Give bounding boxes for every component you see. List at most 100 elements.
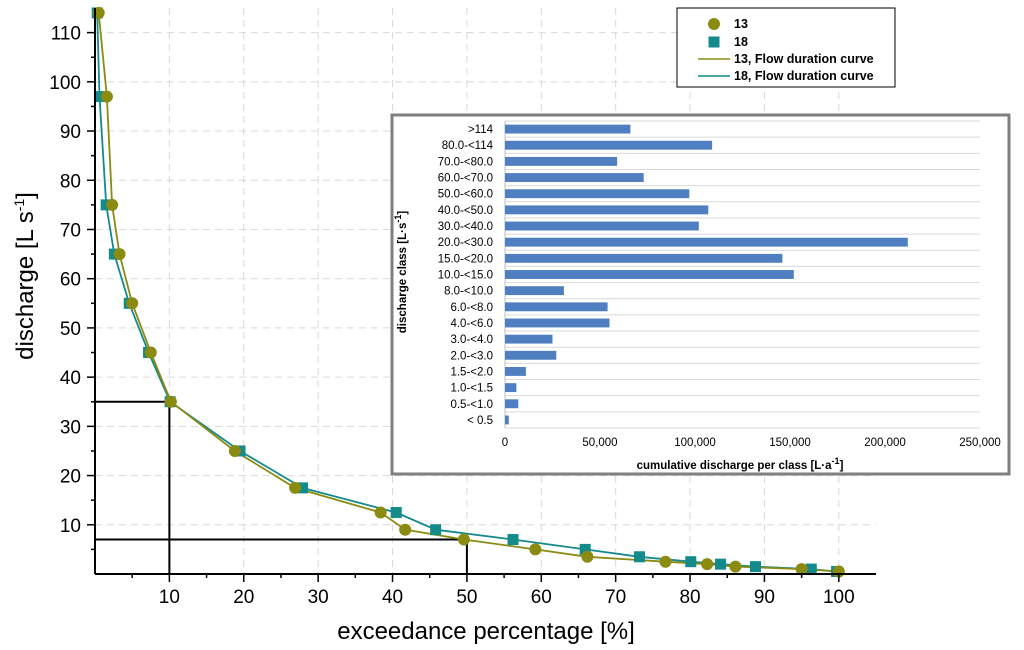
inset-category-label: 6.0-<8.0 [450,302,493,314]
y-axis-title: discharge [L s-1] [11,192,39,360]
y-tick-label: 100 [49,73,81,94]
data-point-13 [529,543,542,556]
inset-x-tick-label: 150,000 [769,437,811,449]
data-point-13 [701,558,714,571]
inset-category-label: 1.5-<2.0 [450,366,493,378]
inset-bar [505,367,526,376]
inset-x-axis-title-sup: -1 [832,456,840,466]
data-point-18 [633,551,645,563]
data-point-13 [795,563,808,576]
data-point-18 [715,558,727,570]
inset-x-tick-label: 0 [502,437,508,449]
inset-grid [504,120,980,429]
inset-category-label: 30.0-<40.0 [438,221,493,233]
data-point-18 [390,506,402,518]
legend-marker-13 [708,18,720,30]
inset-category-label: 3.0-<4.0 [450,334,493,346]
inset-x-tick-label: 250,000 [959,437,1001,449]
y-tick-label: 40 [60,368,81,389]
data-point-13 [729,560,742,573]
data-point-13 [374,506,387,519]
x-tick-label: 80 [679,587,700,608]
inset-bar [505,415,509,425]
reference-lines [95,400,468,574]
inset-bar [505,270,794,279]
data-markers [91,6,845,578]
inset-bar [505,334,553,344]
inset-bar [505,253,783,263]
inset-category-label: 40.0-<50.0 [438,205,493,217]
data-point-18 [297,482,309,494]
data-point-13 [289,481,302,494]
legend: 13 18 13, Flow duration curve 18, Flow d… [676,7,896,88]
x-tick-label: 40 [382,587,403,608]
inset-bar [505,140,713,150]
inset-category-label: 4.0-<6.0 [450,318,493,330]
inset-bars [505,124,908,425]
y-tick-label: 60 [60,270,81,291]
data-point-13 [659,555,672,568]
data-point-18 [430,524,442,536]
data-point-13 [581,550,594,563]
x-tick-label: 60 [531,587,552,608]
x-tick-label: 10 [159,587,180,608]
inset-bar [505,318,610,328]
data-point-18 [750,561,762,573]
legend-marker-18 [708,36,720,48]
inset-category-label: >114 [468,124,494,136]
inset-bar [505,399,519,409]
data-point-13 [457,533,470,546]
y-axis-title-close: ] [12,192,39,199]
y-tick-label: 20 [60,467,81,488]
y-axis-title-sup: -1 [11,199,27,212]
data-point-18 [579,543,591,555]
inset-category-label: 50.0-<60.0 [438,189,493,201]
inset-x-axis-title-close: ] [840,460,844,472]
inset-y-axis-title-sup: -1 [393,215,403,223]
y-axis-title-main: discharge [L s [12,211,39,360]
data-point-13 [399,523,412,536]
x-tick-label: 20 [233,587,254,608]
inset-y-axis-title-close: ] [397,211,409,215]
main-axes: 10 20 30 40 50 60 70 80 90 100 10 20 30 40 50 60 70 80 90 1… [49,8,876,608]
data-point-18 [805,563,817,575]
inset-category-label: 80.0-<114 [442,140,494,152]
data-point-13 [164,395,177,408]
data-point-13 [100,90,113,103]
inset-bar-chart: >114 80.0-<114 70.0-<80.0 60.0-<70.0 50.0-<6… [390,113,1011,476]
x-axis-title: exceedance percentage [%] [337,618,635,645]
y-tick-label: 90 [60,122,81,143]
inset-category-label: 8.0-<10.0 [444,286,493,298]
inset-bar [505,205,709,215]
inset-bar [505,302,608,312]
data-point-13 [144,346,157,359]
legend-label-18: 18 [734,35,748,49]
inset-x-axis-title-main: cumulative discharge per class [L·a [637,460,833,472]
x-tick-label: 50 [456,587,477,608]
y-tick-label: 70 [60,220,81,241]
y-tick-label: 110 [51,24,81,45]
inset-bar [505,383,517,393]
inset-x-tick-label: 100,000 [674,437,716,449]
legend-label-13: 13 [734,17,748,31]
inset-y-axis-title: discharge class [L·s-1] [393,211,409,334]
inset-bar [505,221,699,231]
x-tick-label: 100 [823,587,855,608]
data-point-18 [93,91,105,103]
data-point-18 [507,534,519,546]
y-tick-label: 30 [60,417,81,438]
inset-category-label: 60.0-<70.0 [438,173,493,185]
y-tick-label: 80 [60,171,81,192]
x-tick-label: 30 [308,587,329,608]
y-tick-label: 50 [60,319,81,340]
inset-bar [505,173,644,182]
inset-category-label: 10.0-<15.0 [438,270,493,282]
inset-y-axis-title-main: discharge class [L·s [397,223,409,334]
legend-label-13-curve: 13, Flow duration curve [734,52,874,66]
inset-bar [505,124,631,134]
inset-bar [505,286,564,296]
inset-category-label: 0.5-<1.0 [450,399,493,411]
inset-category-label: 15.0-<20.0 [438,253,493,265]
x-tick-label: 70 [605,587,626,608]
